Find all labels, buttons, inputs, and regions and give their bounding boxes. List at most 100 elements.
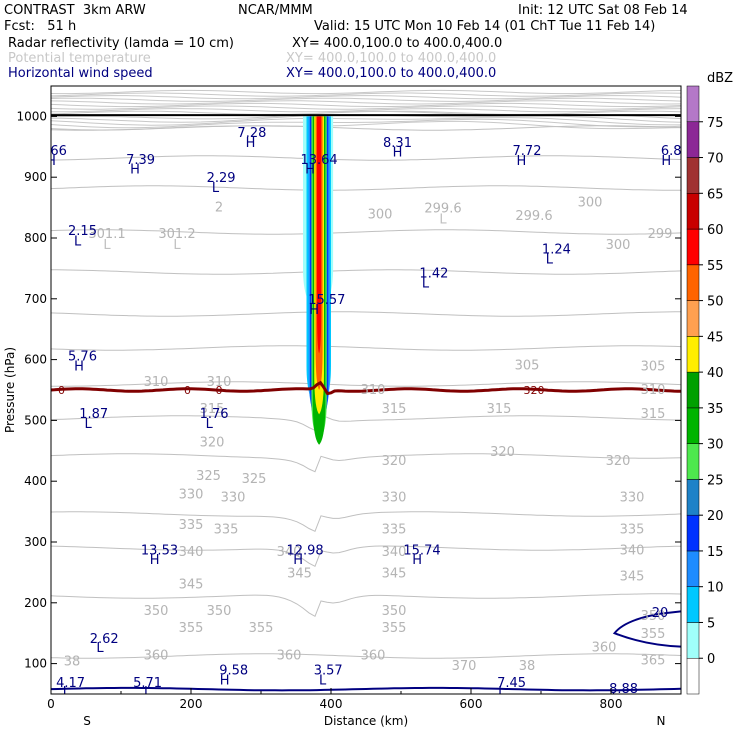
field-theta-name: Potential temperature [8,51,151,66]
isentrope-label: 305 [515,358,540,373]
isentrope-line [51,97,681,102]
colorbar-level-label: 30 [707,438,724,453]
wind-extremum-value: .66 [46,144,67,159]
wind-extremum-value: 1.76 [200,407,229,422]
isentrope-label: 360 [277,648,302,663]
x-tick-label: 400 [320,697,343,711]
colorbar-level-label: 25 [707,473,724,488]
isentrope-label: 310 [641,383,666,398]
wind-extremum-value: 4.17 [56,676,85,691]
isentrope-label: 360 [361,648,386,663]
colorbar-level-label: 0 [707,652,715,667]
isentrope-label: 340 [277,545,302,560]
wind-contour-top [51,686,681,692]
x-tick-label: 600 [460,697,483,711]
zero-dbz-label: 320 [524,384,545,397]
x-end-label-north: N [657,714,666,728]
isentrope-label: 335 [620,523,645,538]
wind-extremum-symbol: L [96,641,104,656]
colorbar-level-label: 35 [707,402,724,417]
y-tick-label: 800 [24,231,47,245]
valid-time: Valid: 15 UTC Mon 10 Feb 14 (01 ChT Tue … [314,19,656,34]
wind-extremum-value: 9.58 [219,664,248,679]
organization: NCAR/MMM [238,3,313,18]
isentrope-label: 300 [606,238,631,253]
x-tick-label: 200 [180,697,203,711]
isentrope-label: 350 [382,604,407,619]
isentrope-extremum-value: 2 [215,200,223,215]
x-axis-label: Distance (km) [324,714,408,728]
wind-extremum-value: 2.29 [207,171,236,186]
colorbar-level-label: 40 [707,366,724,381]
colorbar-swatch [686,443,700,480]
wind-extremum-symbol: L [74,234,82,249]
colorbar-level-label: 60 [707,223,724,238]
x-end-label-south: S [83,714,91,728]
wind-extremum-symbol: L [206,417,214,432]
wind-extremum-symbol: H [74,360,84,375]
isentrope-label: 325 [242,472,267,487]
potential-temperature-contours [51,89,681,659]
isentrope-label: 38 [64,655,81,670]
isentrope-label: 370 [452,659,477,674]
isentrope-extremum-value: 301.1 [88,227,125,242]
colorbar-swatch [686,264,700,301]
wind-extremum-symbol: H [220,673,230,688]
isentrope-line [51,89,681,95]
isentrope-line [51,185,681,191]
y-tick-label: 300 [24,535,47,549]
wind-extremum-symbol: H [246,136,256,151]
wind-extremum-symbol: H [150,553,160,568]
wind-extremum-value: 15.57 [308,293,345,308]
colorbar-swatch [686,85,700,123]
colorbar-level-label: 70 [707,152,724,167]
isentrope-line [51,155,681,161]
wind-extremum-value: 8.31 [383,136,412,151]
wind-extremum-value: 15.74 [403,543,440,558]
wind-extremum-value: 7.28 [237,126,266,141]
wind-extremum-symbol: H [412,553,422,568]
isentrope-line [51,381,681,387]
wind-extremum-symbol: H [661,154,671,169]
wind-contour-jet [612,610,681,648]
colorbar-swatch [686,228,700,266]
isentrope-label: 345 [382,566,407,581]
y-tick-label: 900 [24,170,47,184]
isentrope-label: 355 [641,627,666,642]
colorbar-swatch [686,336,700,373]
wind-extremum-symbol: L [612,691,620,706]
wind-extremum-value: 13.53 [141,543,178,558]
wind-extremum-value: 12.98 [286,543,323,558]
isentrope-label: 365 [641,653,666,668]
wind-extremum-symbol: L [498,685,506,700]
isentrope-line [51,511,681,532]
wind-extremum-symbol: H [130,163,140,178]
isentrope-line [51,117,681,126]
isentrope-label: 360 [144,648,169,663]
wind-extremum-symbol: H [305,163,315,178]
zero-dbz-label: 0 [216,384,223,397]
wind-extremum-value: 5.71 [133,676,162,691]
colorbar: 0 5 10 15 20 25 30 35 40 45 50 55 60 65 70 75 dBZ [686,71,733,695]
isentrope-label: 315 [382,402,407,417]
model-name: CONTRAST 3km ARW [4,3,146,18]
field-wind-xy: XY= 400.0,100.0 to 400.0,400.0 [286,66,497,81]
colorbar-level-label: 10 [707,581,724,596]
init-time: Init: 12 UTC Sat 08 Feb 14 [518,3,688,18]
reflectivity-zero-line: 0 0 0 320 [51,380,681,397]
isentrope-line [51,345,681,351]
isentrope-label: 330 [221,490,246,505]
wind-extremum-symbol: L [546,253,554,268]
colorbar-swatch [686,407,700,444]
plot-frame [50,85,682,695]
isentrope-line [51,229,681,235]
isentrope-label: 330 [382,490,407,505]
isentrope-extremum-symbol: L [439,213,447,228]
wind-extremum-value: 7.45 [497,676,526,691]
field-reflectivity-xy: XY= 400.0,100.0 to 400.0,400.0 [292,36,503,51]
colorbar-swatch [686,657,700,695]
isentrope-label: 299 [648,227,673,242]
isentrope-label: 345 [287,566,312,581]
colorbar-swatch [686,514,700,552]
